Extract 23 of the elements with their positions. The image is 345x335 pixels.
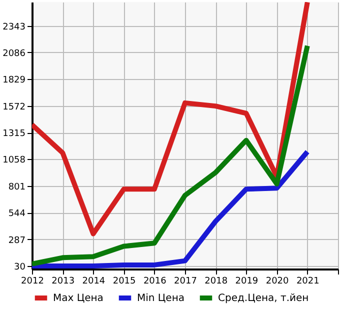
y-tick-label: 544 (8, 209, 26, 220)
y-tick-label: 1315 (2, 129, 26, 140)
y-tick-label: 287 (8, 236, 26, 246)
x-tick-label: 2012 (21, 276, 44, 286)
y-tick-label: 1829 (2, 76, 26, 86)
x-tick-label: 2014 (82, 276, 106, 286)
y-tick-label: 30 (14, 262, 26, 272)
y-tick-label: 1572 (2, 102, 26, 112)
legend-label: Max Цена (53, 293, 104, 304)
y-tick-label: 2086 (2, 48, 26, 59)
x-tick-label: 2019 (235, 276, 258, 286)
x-tick-label: 2017 (174, 276, 197, 286)
y-tick-label: 801 (8, 182, 26, 192)
legend-label: Min Цена (137, 293, 185, 304)
x-tick-label: 2013 (52, 276, 75, 286)
x-tick-label: 2021 (296, 276, 320, 286)
x-tick-label: 2015 (112, 276, 136, 286)
x-tick-label: 2018 (204, 276, 228, 286)
x-tick-label: 2016 (143, 276, 167, 286)
y-tick-label: 2343 (2, 22, 26, 32)
y-tick-label: 1058 (2, 156, 26, 166)
x-tick-label: 2020 (266, 276, 290, 286)
legend-label: Сред.Цена, т.йен (218, 293, 309, 304)
